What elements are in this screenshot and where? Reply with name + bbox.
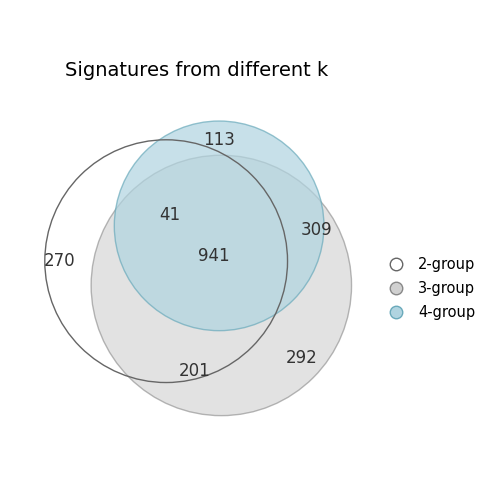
Text: 941: 941	[198, 246, 229, 265]
Text: 201: 201	[179, 362, 211, 381]
Text: 309: 309	[300, 221, 332, 239]
Circle shape	[91, 155, 351, 416]
Circle shape	[114, 121, 324, 331]
Title: Signatures from different k: Signatures from different k	[66, 61, 329, 80]
Text: 113: 113	[203, 131, 235, 149]
Legend: 2-group, 3-group, 4-group: 2-group, 3-group, 4-group	[375, 251, 481, 326]
Text: 292: 292	[286, 349, 318, 367]
Text: 270: 270	[43, 252, 75, 270]
Text: 41: 41	[159, 206, 180, 224]
